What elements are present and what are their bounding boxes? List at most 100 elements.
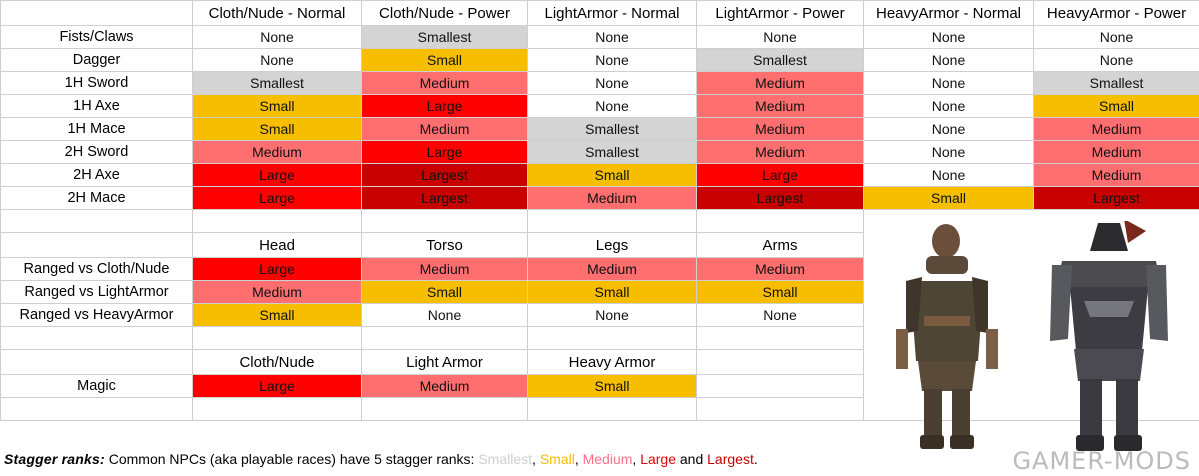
row-label: 2H Axe bbox=[0, 163, 193, 187]
stagger-cell: Medium bbox=[1033, 117, 1199, 141]
stagger-cell: Small bbox=[527, 280, 697, 304]
stagger-cell: Large bbox=[192, 186, 362, 210]
magic-header-row: Cloth/Nude Light Armor Heavy Armor bbox=[0, 349, 1199, 375]
empty-cell bbox=[527, 397, 697, 421]
row-label: Fists/Claws bbox=[0, 25, 193, 49]
stagger-cell: Medium bbox=[696, 117, 864, 141]
column-header: Cloth/Nude - Power bbox=[361, 0, 528, 26]
row-label: Dagger bbox=[0, 48, 193, 72]
footer-end: . bbox=[753, 451, 758, 467]
leather-armored-npc-figure bbox=[896, 224, 998, 449]
column-header: HeavyArmor - Normal bbox=[863, 0, 1034, 26]
stagger-cell: Smallest bbox=[192, 71, 362, 95]
ranged-row: Ranged vs LightArmor Medium Small Small … bbox=[0, 280, 1199, 304]
stagger-cell: Small bbox=[527, 163, 697, 187]
melee-row: 1H Sword Smallest Medium None Medium Non… bbox=[0, 71, 1199, 95]
stagger-cell: Medium bbox=[361, 257, 528, 281]
ranged-row: Ranged vs HeavyArmor Small None None Non… bbox=[0, 303, 1199, 327]
stagger-cell: Large bbox=[192, 163, 362, 187]
empty-cell bbox=[192, 326, 362, 350]
column-header: Cloth/Nude - Normal bbox=[192, 0, 362, 26]
empty-cell bbox=[696, 349, 864, 375]
melee-row: Fists/Claws None Smallest None None None… bbox=[0, 25, 1199, 49]
column-header: Legs bbox=[527, 232, 697, 258]
stagger-cell: Small bbox=[696, 280, 864, 304]
stagger-cell: Medium bbox=[696, 71, 864, 95]
row-label: Magic bbox=[0, 374, 193, 398]
empty-cell bbox=[696, 209, 864, 233]
stagger-cell: None bbox=[192, 25, 362, 49]
stagger-cell: None bbox=[863, 94, 1034, 118]
stagger-cell: None bbox=[696, 303, 864, 327]
melee-row: 2H Axe Large Largest Small Large None Me… bbox=[0, 163, 1199, 187]
row-label: 1H Mace bbox=[0, 117, 193, 141]
stagger-cell: Medium bbox=[527, 186, 697, 210]
stagger-cell: None bbox=[696, 25, 864, 49]
empty-cell bbox=[192, 209, 362, 233]
column-header: LightArmor - Power bbox=[696, 0, 864, 26]
separator: , bbox=[632, 451, 641, 467]
armor-figures bbox=[896, 221, 1168, 451]
spacer-row bbox=[0, 397, 1199, 421]
empty-cell bbox=[361, 326, 528, 350]
empty-cell bbox=[0, 326, 193, 350]
stagger-cell: Largest bbox=[361, 163, 528, 187]
stagger-cell: Small bbox=[1033, 94, 1199, 118]
empty-cell bbox=[696, 326, 864, 350]
corner-cell bbox=[0, 349, 193, 375]
melee-row: Dagger None Small None Smallest None Non… bbox=[0, 48, 1199, 72]
stagger-cell: None bbox=[527, 94, 697, 118]
separator: , bbox=[574, 451, 583, 467]
row-label: 1H Axe bbox=[0, 94, 193, 118]
stagger-cell: Largest bbox=[1033, 186, 1199, 210]
stagger-cell: Medium bbox=[361, 117, 528, 141]
empty-cell bbox=[361, 209, 528, 233]
stagger-cell: None bbox=[863, 163, 1034, 187]
stagger-cell: None bbox=[527, 71, 697, 95]
stagger-cell: Small bbox=[361, 280, 528, 304]
empty-cell bbox=[527, 209, 697, 233]
rank-large: Large bbox=[640, 451, 676, 467]
ranged-row: Ranged vs Cloth/Nude Large Medium Medium… bbox=[0, 257, 1199, 281]
stagger-cell: None bbox=[1033, 25, 1199, 49]
column-header: Light Armor bbox=[361, 349, 528, 375]
empty-cell bbox=[696, 397, 864, 421]
stagger-cell: None bbox=[192, 48, 362, 72]
stagger-cell: Large bbox=[361, 140, 528, 164]
stagger-ranks-footer: Stagger ranks: Common NPCs (aka playable… bbox=[0, 447, 1199, 472]
stagger-cell: None bbox=[863, 140, 1034, 164]
stagger-cell: Large bbox=[192, 257, 362, 281]
column-header: Head bbox=[192, 232, 362, 258]
melee-row: 1H Axe Small Large None Medium None Smal… bbox=[0, 94, 1199, 118]
row-label: 1H Sword bbox=[0, 71, 193, 95]
stagger-cell: None bbox=[361, 303, 528, 327]
row-label: Ranged vs HeavyArmor bbox=[0, 303, 193, 327]
stagger-cell: Smallest bbox=[696, 48, 864, 72]
column-header: Torso bbox=[361, 232, 528, 258]
empty-cell bbox=[192, 397, 362, 421]
column-header: Heavy Armor bbox=[527, 349, 697, 375]
column-header: LightArmor - Normal bbox=[527, 0, 697, 26]
stagger-cell: Small bbox=[361, 48, 528, 72]
magic-row: Magic Large Medium Small bbox=[0, 374, 1199, 398]
stagger-cell: None bbox=[863, 48, 1034, 72]
stagger-cell: Small bbox=[192, 94, 362, 118]
spacer-row bbox=[0, 326, 1199, 350]
empty-cell bbox=[527, 326, 697, 350]
stagger-cell: Medium bbox=[361, 71, 528, 95]
melee-header-row: Cloth/Nude - Normal Cloth/Nude - Power L… bbox=[0, 0, 1199, 26]
footer-title: Stagger ranks: bbox=[4, 451, 105, 467]
stagger-cell: Large bbox=[696, 163, 864, 187]
empty-cell bbox=[361, 397, 528, 421]
empty-cell bbox=[0, 209, 193, 233]
stagger-cell: None bbox=[527, 25, 697, 49]
melee-row: 2H Mace Large Largest Medium Largest Sma… bbox=[0, 186, 1199, 210]
separator-and: and bbox=[676, 451, 708, 467]
stagger-cell: None bbox=[1033, 48, 1199, 72]
rank-medium: Medium bbox=[582, 451, 633, 467]
stagger-cell: Medium bbox=[696, 257, 864, 281]
corner-cell bbox=[0, 232, 193, 258]
footer-text: Common NPCs (aka playable races) have 5 … bbox=[104, 451, 479, 467]
stagger-cell: Medium bbox=[1033, 140, 1199, 164]
stagger-cell: None bbox=[863, 117, 1034, 141]
